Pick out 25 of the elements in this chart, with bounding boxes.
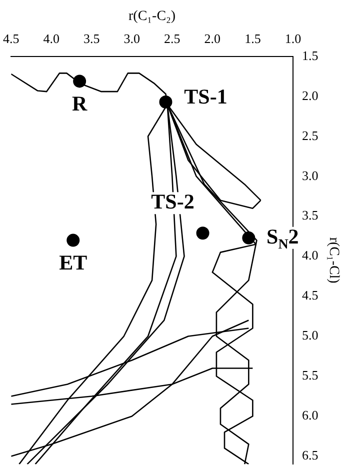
annotation: ET <box>59 250 88 275</box>
y-tick-label: 1.5 <box>302 48 318 63</box>
y-tick-label: 6.0 <box>302 408 318 423</box>
x-tick-label: 4.0 <box>43 31 60 46</box>
y-tick-label: 2.0 <box>302 88 318 103</box>
y-tick-label: 2.5 <box>302 128 318 143</box>
y-tick-label: 3.5 <box>302 208 318 223</box>
y-tick-label: 6.5 <box>302 448 318 463</box>
y-tick-label: 5.0 <box>302 328 318 343</box>
x-axis-title: r(C₁-C₂) <box>128 9 176 24</box>
x-tick-label: 3.0 <box>124 31 140 46</box>
y-axis-title: r(C₁-Cl) <box>326 237 341 284</box>
annotation: TS-2 <box>151 190 194 214</box>
x-tick-label: 2.5 <box>164 31 180 46</box>
y-tick-label: 4.5 <box>302 288 318 303</box>
y-tick-label: 4.0 <box>302 248 318 263</box>
x-tick-label: 1.0 <box>284 31 302 46</box>
x-tick-label: 4.5 <box>3 31 20 46</box>
x-tick-label: 3.5 <box>84 31 100 46</box>
annotation: R <box>72 92 88 116</box>
y-tick-label: 5.5 <box>302 368 318 383</box>
y-tick-label: 3.0 <box>302 168 318 183</box>
x-tick-label: 1.5 <box>244 31 261 46</box>
annotation: TS-1 <box>184 84 228 108</box>
x-tick-label: 2.0 <box>204 31 221 46</box>
